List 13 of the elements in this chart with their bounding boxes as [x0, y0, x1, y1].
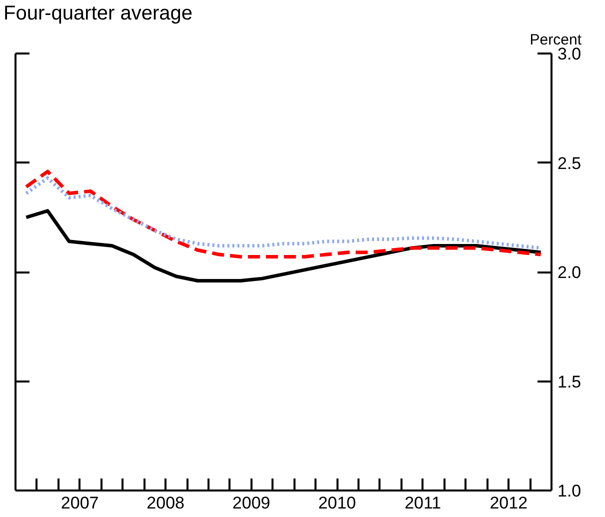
- y-tick-label: 1.0: [558, 482, 582, 500]
- y-tick-label: 2.0: [558, 263, 582, 282]
- x-tick-label: 2010: [318, 494, 356, 512]
- x-tick-label: 2012: [490, 494, 528, 512]
- line-series: [24, 170, 543, 258]
- y-tick-label: 1.5: [558, 372, 582, 392]
- x-tick-label: 2007: [60, 494, 99, 512]
- line-series: [24, 209, 543, 282]
- x-tick-label: 2011: [404, 494, 442, 512]
- chart-title: Four-quarter average: [4, 2, 192, 24]
- x-tick-label: 2008: [146, 494, 184, 512]
- y-tick-label: 2.5: [558, 154, 582, 173]
- x-tick-label: 2009: [232, 494, 270, 512]
